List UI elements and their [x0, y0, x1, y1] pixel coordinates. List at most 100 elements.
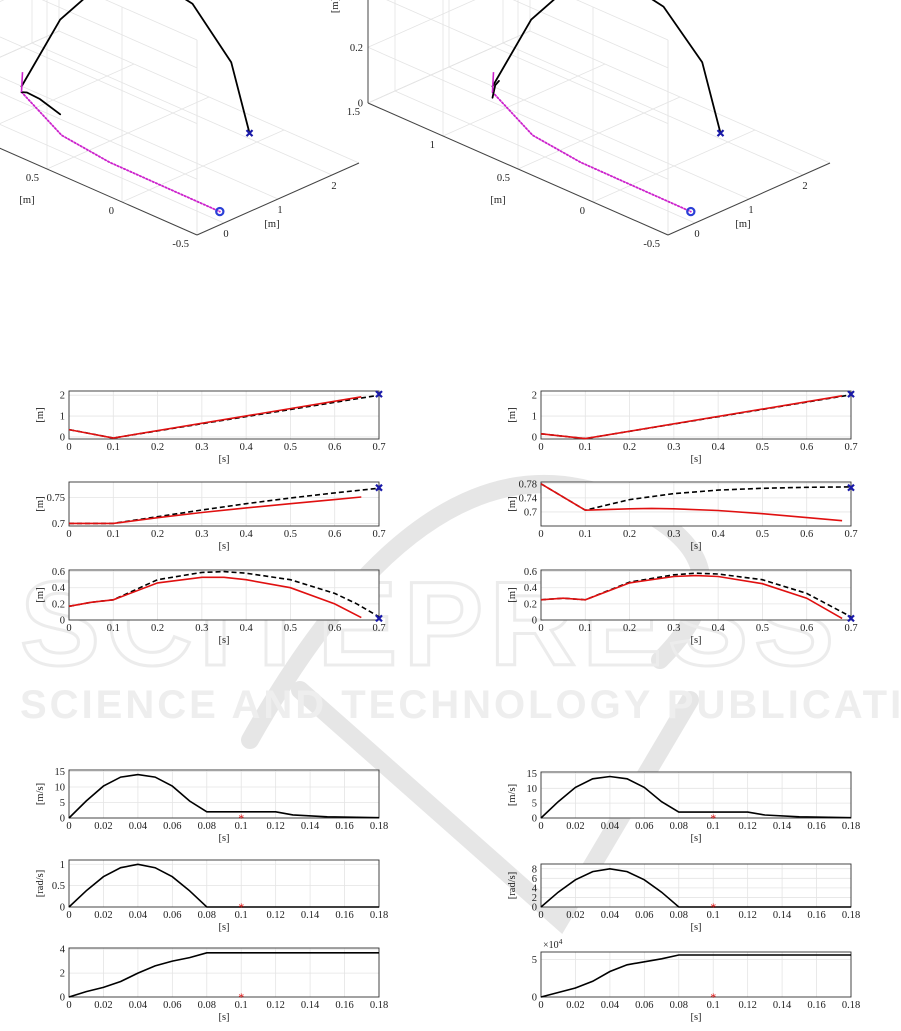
y-axis-label: [m] [35, 496, 46, 511]
y-tick-label: 2 [532, 391, 537, 402]
x-tick-label: 0.08 [670, 1000, 688, 1011]
floor-grid [0, 30, 60, 58]
goal-marker [847, 614, 855, 623]
y-tick-label: 2 [60, 969, 65, 980]
y-tick-label: 0 [532, 814, 537, 825]
side-wall-grid [0, 36, 198, 124]
x-tick-label: 0.1 [707, 1000, 720, 1011]
x-tick-label: 0.04 [129, 910, 148, 921]
x-tick-label: 0.02 [566, 821, 584, 832]
y-tick-label: 0 [60, 903, 65, 914]
y-tick-label: 1 [60, 860, 65, 871]
x-tick-label: 0.3 [195, 442, 208, 453]
x-tick-label: 0.5 [284, 442, 297, 453]
x-tick-label: 0.06 [163, 910, 181, 921]
hand-stub [20, 72, 24, 93]
x-tick-label: 0.4 [712, 623, 726, 634]
x-axis-label: [s] [218, 922, 229, 933]
series-actual [68, 396, 362, 439]
x-tick-label: 0.6 [800, 529, 813, 540]
x-tick-label: 0.3 [667, 442, 680, 453]
y-tick-label: 0 [109, 206, 114, 217]
x-tick-label: 0.02 [566, 1000, 584, 1011]
x-tick-label: 0.1 [107, 529, 120, 540]
y-tick-label: -0.5 [172, 239, 189, 250]
back-wall-grid [0, 30, 60, 58]
y-tick-label: 5 [532, 799, 537, 810]
x-tick-label: 0 [538, 910, 543, 921]
x-tick-label: 0.16 [335, 821, 353, 832]
x-tick-label: 0 [694, 229, 699, 240]
x-tick-label: 0.14 [301, 910, 320, 921]
goal-marker [245, 129, 254, 137]
floor-grid [121, 129, 285, 203]
series-hand-tail [20, 91, 62, 116]
x-tick-label: 0.2 [623, 529, 636, 540]
floor-grid [592, 129, 756, 203]
axis-exponent: ×104 [543, 937, 563, 951]
x-tick-label: 0.06 [163, 821, 181, 832]
x-tick-label: 0.7 [372, 623, 385, 634]
x-axis-label: [s] [218, 1012, 229, 1023]
x-tick-label: 0 [538, 1000, 543, 1011]
x-tick-label: 0.4 [240, 623, 254, 634]
x-tick-label: 0 [66, 623, 71, 634]
x-tick-label: 0.14 [301, 821, 320, 832]
axes-box [68, 947, 380, 998]
x-tick-label: 0.6 [328, 529, 341, 540]
x-tick-label: 0.18 [842, 910, 860, 921]
x-tick-label: 0 [66, 1000, 71, 1011]
x-tick-label: 0.2 [151, 529, 164, 540]
axes-box [68, 769, 380, 819]
x-tick-label: 0 [538, 442, 543, 453]
x-tick-label: 0.14 [773, 910, 792, 921]
y-tick-label: 0 [532, 903, 537, 914]
hand-stub [491, 72, 495, 93]
chart-left-top: 012-0.500.511.500.20.40.6[m][m][m] [0, 0, 360, 250]
x-axis-label: [s] [690, 922, 701, 933]
x-tick-label: 0.5 [756, 529, 769, 540]
x-tick-label: 2 [802, 181, 807, 192]
x-tick-label: 0.5 [284, 529, 297, 540]
x-tick-label: 0.2 [151, 442, 164, 453]
y-axis-label: [m] [19, 195, 34, 206]
x-tick-label: 1 [748, 205, 753, 216]
x-axis-label: [s] [690, 833, 701, 844]
x-tick-label: 0.1 [235, 821, 248, 832]
plot-area [69, 570, 379, 620]
y-tick-label: 0 [532, 616, 537, 627]
plot-area [69, 860, 379, 907]
y-tick-label: 0 [60, 814, 65, 825]
y-axis-label: [rad/s] [507, 872, 518, 899]
event-marker: * [710, 900, 716, 914]
y-tick-label: 0 [60, 616, 65, 627]
x-tick-label: 0.1 [579, 623, 592, 634]
x-tick-label: 0 [66, 910, 71, 921]
chart-left-vel: 0 0.02 0.04 0.06 0.08 0.1 0.12 0.14 0.16 0.18 0 5 10… [35, 767, 388, 844]
y-tick-label: 1.5 [347, 107, 360, 118]
series-signal [68, 863, 379, 908]
x-tick-label: 0.06 [635, 1000, 653, 1011]
y-axis-label: [m] [490, 195, 505, 206]
x-tick-label: 0.02 [94, 821, 112, 832]
x-tick-label: 0.06 [635, 910, 653, 921]
x-tick-label: 0 [66, 442, 71, 453]
x-tick-label: 0.5 [756, 623, 769, 634]
x-tick-label: 0.1 [235, 1000, 248, 1011]
axes-box [540, 390, 852, 440]
series-signal [68, 952, 379, 998]
series-signal [540, 775, 852, 819]
x-tick-label: 1 [277, 205, 282, 216]
plot-area [69, 482, 379, 526]
y-tick-label: 0 [60, 993, 65, 1004]
x-tick-label: 0.02 [94, 1000, 112, 1011]
y-tick-label: 1 [60, 412, 65, 423]
x-tick-label: 0.1 [107, 442, 120, 453]
x-tick-label: 0.3 [195, 529, 208, 540]
x-axis-label: [s] [218, 454, 229, 465]
plot-area [69, 391, 379, 439]
axes-box [540, 771, 852, 819]
goal-marker [847, 483, 855, 492]
y-axis-label: [m/s] [35, 783, 46, 805]
